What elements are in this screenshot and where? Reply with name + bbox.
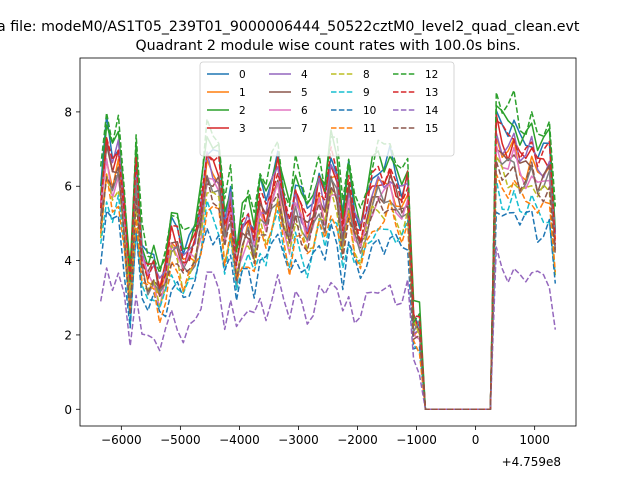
y-axis: 0 2 4 6 8	[64, 105, 80, 417]
legend-label-14: 14	[425, 105, 439, 117]
chart-title: Quadrant 2 module wise count rates with …	[135, 38, 520, 54]
axes-frame	[79, 57, 577, 427]
legend-label-6: 6	[301, 105, 308, 117]
legend-label-2: 2	[239, 105, 246, 117]
x-axis: −6000 −5000 −4000 −3000 −2000 −1000 0 1000	[101, 426, 550, 447]
series-line-10	[99, 209, 557, 411]
x-tick-label: 1000	[519, 433, 550, 447]
series-line-11	[99, 173, 557, 411]
legend-label-15: 15	[425, 123, 438, 135]
legend-label-9: 9	[363, 87, 370, 99]
legend-label-4: 4	[301, 69, 308, 81]
y-tick-label: 6	[64, 180, 72, 194]
legend-label-3: 3	[239, 123, 246, 135]
series-layer	[99, 89, 557, 411]
x-tick-label: −2000	[337, 433, 378, 447]
legend-label-10: 10	[363, 105, 376, 117]
figure-suptitle: a file: modeM0/AS1T05_239T01_9000006444_…	[0, 19, 580, 35]
legend-label-7: 7	[301, 123, 308, 135]
y-tick-label: 2	[64, 328, 72, 342]
legend-label-5: 5	[301, 87, 308, 99]
x-tick-label: −6000	[101, 433, 142, 447]
legend-label-13: 13	[425, 87, 438, 99]
legend-label-11: 11	[363, 123, 376, 135]
series-line-15	[99, 160, 557, 411]
legend-label-0: 0	[239, 69, 246, 81]
x-tick-label: −1000	[396, 433, 437, 447]
y-tick-label: 0	[64, 403, 72, 417]
legend-label-8: 8	[363, 69, 370, 81]
x-tick-label: −5000	[160, 433, 201, 447]
x-offset-label: +4.759e8	[502, 455, 561, 469]
x-tick-label: 0	[472, 433, 480, 447]
y-tick-label: 8	[64, 105, 72, 119]
legend-label-1: 1	[239, 87, 246, 99]
legend-label-12: 12	[425, 69, 438, 81]
legend-frame	[199, 61, 455, 157]
x-tick-label: −3000	[278, 433, 319, 447]
plot-area	[79, 57, 577, 427]
x-tick-label: −4000	[219, 433, 260, 447]
y-tick-label: 4	[64, 254, 72, 268]
